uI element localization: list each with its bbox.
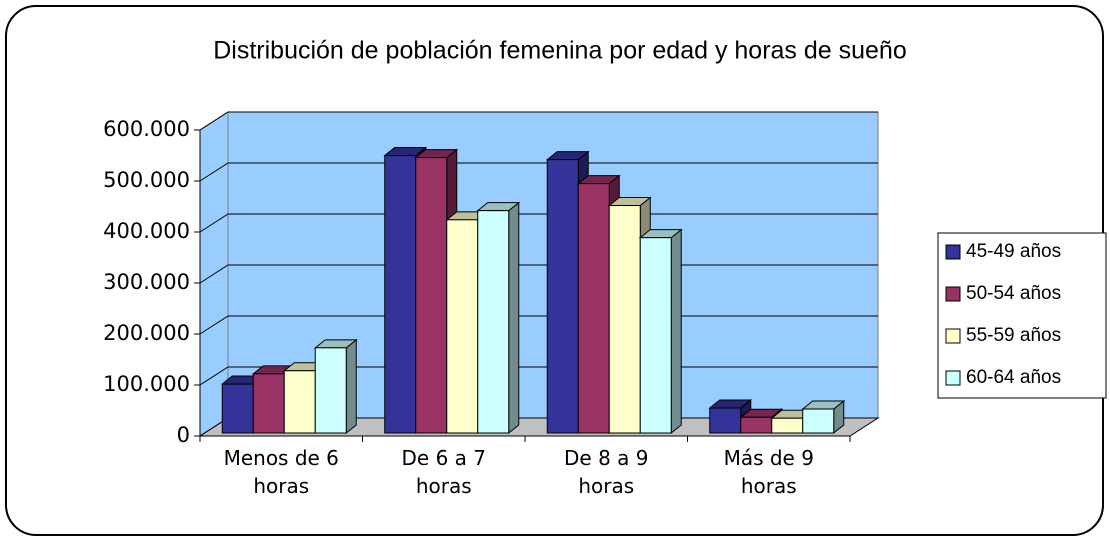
grid-line xyxy=(199,213,878,233)
legend-label: 60-64 años xyxy=(966,367,1061,388)
bar xyxy=(221,383,254,434)
bar-side xyxy=(670,228,682,435)
bar xyxy=(446,219,479,434)
y-tick-label: 0 xyxy=(177,423,190,447)
bar xyxy=(384,155,417,434)
x-tick-label: De 6 a 7 horas xyxy=(401,446,486,498)
bar xyxy=(415,157,448,434)
x-tick-label: De 8 a 9 horas xyxy=(564,446,649,498)
legend-swatch xyxy=(945,370,961,386)
bar xyxy=(608,205,641,434)
y-tick-label: 400.000 xyxy=(103,219,190,243)
legend-swatch xyxy=(945,286,961,302)
y-tick-label: 100.000 xyxy=(103,372,190,396)
bar xyxy=(771,417,804,434)
legend-label: 55-59 años xyxy=(966,325,1061,346)
grid-line xyxy=(199,162,878,182)
legend-swatch xyxy=(945,244,961,260)
bar-side xyxy=(345,338,357,435)
legend-box xyxy=(937,232,1107,399)
x-tick-label: Más de 9 horas xyxy=(723,446,814,498)
y-tick-label: 500.000 xyxy=(103,168,190,192)
bar xyxy=(802,408,835,434)
y-tick-label: 300.000 xyxy=(103,270,190,294)
chart-title: Distribución de población femenina por e… xyxy=(213,37,907,65)
bar-3d xyxy=(476,201,521,435)
bar xyxy=(577,183,610,434)
bar-3d xyxy=(801,399,846,435)
legend-swatch xyxy=(945,328,961,344)
bar-3d xyxy=(313,338,358,435)
y-tick-label: 600.000 xyxy=(103,117,190,141)
x-tick-label: Menos de 6 horas xyxy=(223,446,339,498)
bar xyxy=(314,347,347,434)
bar xyxy=(740,416,773,434)
y-tick-label: 200.000 xyxy=(103,321,190,345)
legend-label: 45-49 años xyxy=(966,241,1061,262)
bar-side xyxy=(508,201,520,435)
bar-3d xyxy=(638,228,683,435)
bar xyxy=(252,373,285,434)
bar xyxy=(709,407,742,434)
legend-label: 50-54 años xyxy=(966,283,1061,304)
grid-line xyxy=(199,111,878,131)
bar xyxy=(639,237,672,434)
bar xyxy=(283,370,316,434)
bar xyxy=(546,159,579,434)
bar xyxy=(477,210,510,434)
